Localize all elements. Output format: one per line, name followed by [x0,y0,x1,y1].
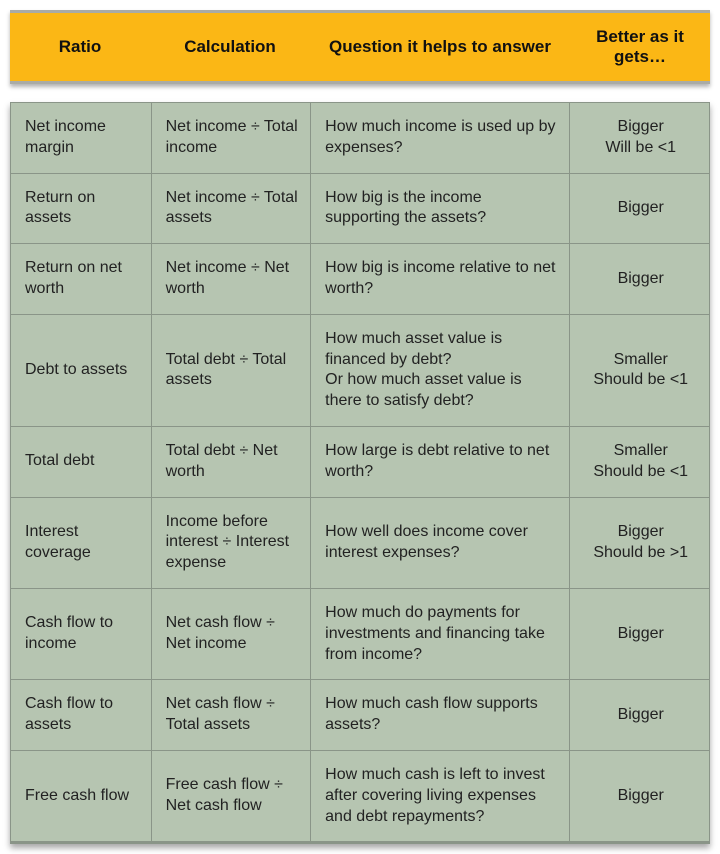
cell-better: Bigger [569,679,709,750]
cell-ratio: Free cash flow [11,750,151,841]
cell-calc: Net income ÷ Net worth [151,243,311,314]
cell-calc: Net cash flow ÷ Net income [151,588,311,679]
cell-question: How much cash flow supports assets? [310,679,569,750]
cell-calc: Net income ÷ Total income [151,103,311,173]
cell-ratio: Interest coverage [11,497,151,588]
cell-calc: Free cash flow ÷ Net cash flow [151,750,311,841]
cell-ratio: Total debt [11,426,151,497]
cell-ratio: Cash flow to income [11,588,151,679]
cell-calc: Total debt ÷ Total assets [151,314,311,426]
cell-calc: Net income ÷ Total assets [151,173,311,244]
col-header-ratio: Ratio [10,13,150,81]
col-header-calc: Calculation [150,13,310,81]
cell-better: SmallerShould be <1 [569,426,709,497]
table-row: Return on assets Net income ÷ Total asse… [11,173,709,244]
col-header-question: Question it helps to answer [310,13,570,81]
cell-ratio: Debt to assets [11,314,151,426]
cell-ratio: Return on net worth [11,243,151,314]
cell-better: BiggerShould be >1 [569,497,709,588]
cell-question: How much do payments for investments and… [310,588,569,679]
cell-question: How big is the income supporting the ass… [310,173,569,244]
cell-better: Bigger [569,588,709,679]
cell-question: How well does income cover interest expe… [310,497,569,588]
cell-question: How much asset value is financed by debt… [310,314,569,426]
cell-question: How much income is used up by expenses? [310,103,569,173]
cell-question: How large is debt relative to net worth? [310,426,569,497]
cell-ratio: Cash flow to assets [11,679,151,750]
cell-question: How much cash is left to invest after co… [310,750,569,841]
cell-question: How big is income relative to net worth? [310,243,569,314]
cell-calc: Total debt ÷ Net worth [151,426,311,497]
table-row: Free cash flow Free cash flow ÷ Net cash… [11,750,709,841]
cell-better: BiggerWill be <1 [569,103,709,173]
table-header: Ratio Calculation Question it helps to a… [10,10,710,84]
table-row: Cash flow to income Net cash flow ÷ Net … [11,588,709,679]
col-header-better: Better as it gets… [570,13,710,81]
cell-ratio: Return on assets [11,173,151,244]
cell-better: Bigger [569,243,709,314]
table-row: Net income margin Net income ÷ Total inc… [11,103,709,173]
cell-better: SmallerShould be <1 [569,314,709,426]
table-body: Net income margin Net income ÷ Total inc… [10,102,710,844]
table-row: Cash flow to assets Net cash flow ÷ Tota… [11,679,709,750]
cell-ratio: Net income margin [11,103,151,173]
table-row: Interest coverage Income before interest… [11,497,709,588]
cell-calc: Income before interest ÷ Interest expens… [151,497,311,588]
table-row: Total debt Total debt ÷ Net worth How la… [11,426,709,497]
table-row: Return on net worth Net income ÷ Net wor… [11,243,709,314]
cell-calc: Net cash flow ÷ Total assets [151,679,311,750]
table-row: Debt to assets Total debt ÷ Total assets… [11,314,709,426]
cell-better: Bigger [569,173,709,244]
cell-better: Bigger [569,750,709,841]
